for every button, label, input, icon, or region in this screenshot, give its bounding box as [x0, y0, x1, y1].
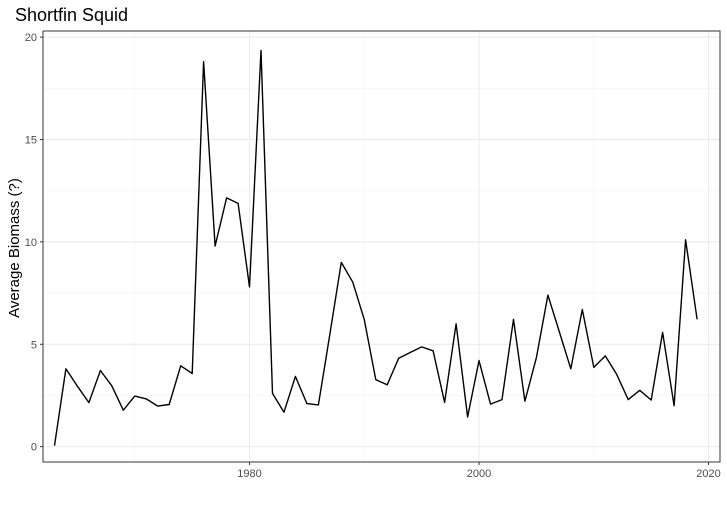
axes: 1980 2000 2020 0 5 10 15 20 — [25, 30, 721, 480]
panel-border — [42, 30, 721, 463]
y-axis-label: Average Biomass (?) — [6, 178, 23, 318]
y-tick-label: 5 — [31, 339, 37, 351]
y-tick-label: 20 — [25, 32, 37, 44]
y-tick-label: 10 — [25, 237, 37, 249]
biomass-series-line — [53, 49, 698, 446]
y-tick-label: 0 — [31, 442, 37, 454]
y-tick-label: 15 — [25, 135, 37, 147]
x-tick-label: 2020 — [696, 468, 720, 480]
x-tick-label: 2000 — [467, 468, 491, 480]
x-tick-label: 1980 — [237, 468, 261, 480]
chart-title: Shortfin Squid — [15, 5, 128, 25]
grid-lines — [43, 31, 720, 462]
panel-background — [43, 31, 720, 462]
series-lines — [53, 49, 698, 446]
